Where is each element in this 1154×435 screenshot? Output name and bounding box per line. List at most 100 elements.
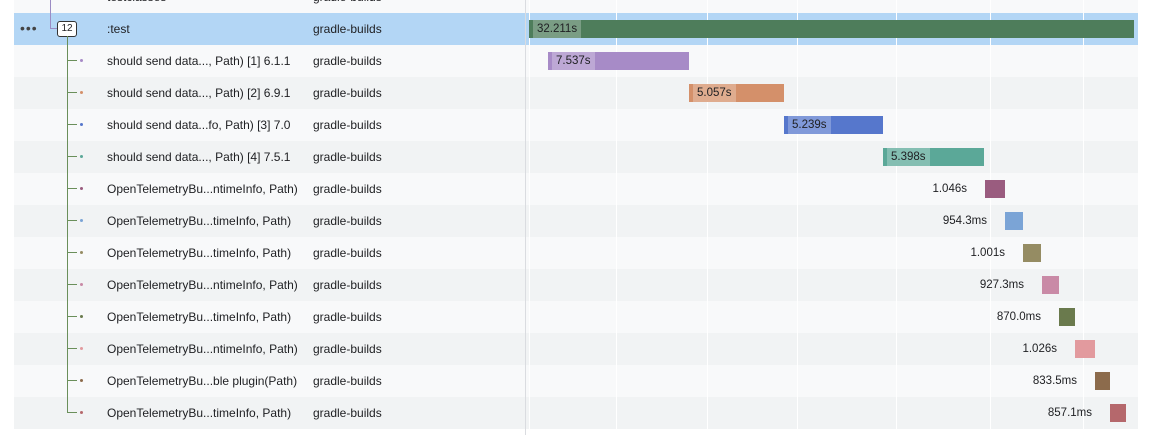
tree-connector xyxy=(67,188,77,189)
top-row[interactable]: testclasses gradle-builds xyxy=(14,0,1138,13)
tree-dot xyxy=(80,379,83,382)
service-name: gradle-builds xyxy=(313,54,382,68)
duration-label: 7.537s xyxy=(552,52,595,70)
span-bar[interactable] xyxy=(1059,308,1075,326)
duration-label: 857.1ms xyxy=(1047,407,1092,419)
tree-connector xyxy=(67,316,77,317)
span-bar[interactable] xyxy=(985,180,1005,198)
tree-connector xyxy=(67,60,77,61)
span-bar[interactable] xyxy=(1110,404,1126,422)
tree-connector xyxy=(67,252,77,253)
tree-dot xyxy=(80,219,83,222)
duration-label: 870.0ms xyxy=(996,311,1041,323)
tree-connector xyxy=(67,124,77,125)
parent-line xyxy=(50,28,57,29)
tree-dot xyxy=(80,155,83,158)
tree-dot xyxy=(80,347,83,350)
service-name: gradle-builds xyxy=(313,374,382,388)
span-row[interactable]: OpenTelemetryBu...timeInfo, Path) gradle-… xyxy=(14,205,1138,237)
tree-connector xyxy=(67,380,77,381)
tree-line xyxy=(67,36,68,413)
span-name: should send data..., Path) [2] 6.9.1 xyxy=(107,86,291,100)
tree-connector xyxy=(67,220,77,221)
span-bar[interactable] xyxy=(1075,340,1095,358)
time-grid-line xyxy=(797,0,798,435)
service-name: gradle-builds xyxy=(313,118,382,132)
span-row[interactable]: OpenTelemetryBu...ntimeInfo, Path) gradle… xyxy=(14,333,1138,365)
span-name: testclasses xyxy=(107,0,166,13)
time-grid-line xyxy=(990,0,991,435)
span-name: :test xyxy=(107,22,130,36)
service-name: gradle-builds xyxy=(313,214,382,228)
tree-dot xyxy=(80,411,83,414)
span-name: OpenTelemetryBu...ntimeInfo, Path) xyxy=(107,342,298,356)
span-row[interactable]: should send data...fo, Path) [3] 7.0 grad… xyxy=(14,109,1138,141)
span-bar[interactable] xyxy=(883,148,984,166)
tree-connector xyxy=(67,284,77,285)
time-grid-line xyxy=(896,0,897,435)
tree-dot xyxy=(80,123,83,126)
span-bar[interactable] xyxy=(529,20,1134,38)
span-name: should send data...fo, Path) [3] 7.0 xyxy=(107,118,291,132)
span-name: OpenTelemetryBu...ble plugin(Path) xyxy=(107,374,298,388)
span-name: should send data..., Path) [4] 7.5.1 xyxy=(107,150,291,164)
service-name: gradle-builds xyxy=(313,22,382,36)
tree-dot xyxy=(80,187,83,190)
service-name: gradle-builds xyxy=(313,342,382,356)
span-name: OpenTelemetryBu...timeInfo, Path) xyxy=(107,214,292,228)
duration-label: 927.3ms xyxy=(979,279,1024,291)
time-grid-line xyxy=(707,0,708,435)
tree-connector xyxy=(67,92,77,93)
span-name: should send data..., Path) [1] 6.1.1 xyxy=(107,54,291,68)
span-row[interactable]: should send data..., Path) [2] 6.9.1 grad… xyxy=(14,77,1138,109)
span-row[interactable]: OpenTelemetryBu...timeInfo, Path) gradle-… xyxy=(14,301,1138,333)
tree-connector xyxy=(67,412,77,413)
time-grid-line xyxy=(616,0,617,435)
span-bar[interactable] xyxy=(548,52,689,70)
menu-icon[interactable]: ••• xyxy=(20,20,38,36)
time-grid-line xyxy=(529,0,530,435)
child-count[interactable]: 12 xyxy=(57,21,77,37)
service-name: gradle-builds xyxy=(313,278,382,292)
timeline-divider xyxy=(525,0,526,435)
service-name: gradle-builds xyxy=(313,0,382,13)
service-name: gradle-builds xyxy=(313,406,382,420)
span-name: OpenTelemetryBu...timeInfo, Path) xyxy=(107,246,292,260)
service-name: gradle-builds xyxy=(313,246,382,260)
service-name: gradle-builds xyxy=(313,310,382,324)
duration-label: 5.057s xyxy=(693,84,736,102)
duration-label: 833.5ms xyxy=(1032,375,1077,387)
span-row[interactable]: OpenTelemetryBu...ble plugin(Path) gradle… xyxy=(14,365,1138,397)
tree-dot xyxy=(80,283,83,286)
tree-dot xyxy=(80,91,83,94)
span-row[interactable]: OpenTelemetryBu...ntimeInfo, Path) gradle… xyxy=(14,269,1138,301)
tree-connector xyxy=(67,348,77,349)
service-name: gradle-builds xyxy=(313,150,382,164)
tree-dot xyxy=(80,251,83,254)
duration-label: 954.3ms xyxy=(942,215,987,227)
duration-label: 1.046s xyxy=(932,183,967,195)
duration-label: 5.398s xyxy=(887,148,930,166)
duration-label: 1.026s xyxy=(1022,343,1057,355)
span-bar[interactable] xyxy=(784,116,883,134)
tree-connector xyxy=(67,156,77,157)
parent-line xyxy=(50,0,51,29)
tree-dot xyxy=(80,59,83,62)
duration-label: 5.239s xyxy=(788,116,831,134)
span-bar[interactable] xyxy=(1005,212,1023,230)
span-bar[interactable] xyxy=(1095,372,1110,390)
span-name: OpenTelemetryBu...timeInfo, Path) xyxy=(107,406,292,420)
span-name: OpenTelemetryBu...timeInfo, Path) xyxy=(107,310,292,324)
tree-dot xyxy=(80,315,83,318)
span-row[interactable]: OpenTelemetryBu...timeInfo, Path) gradle-… xyxy=(14,237,1138,269)
time-grid-line xyxy=(1083,0,1084,435)
span-bar[interactable] xyxy=(1023,244,1041,262)
span-name: OpenTelemetryBu...ntimeInfo, Path) xyxy=(107,278,298,292)
span-row[interactable]: OpenTelemetryBu...timeInfo, Path) gradle-… xyxy=(14,397,1138,429)
service-name: gradle-builds xyxy=(313,86,382,100)
span-row[interactable]: OpenTelemetryBu...ntimeInfo, Path) gradle… xyxy=(14,173,1138,205)
span-bar[interactable] xyxy=(689,84,784,102)
span-bar[interactable] xyxy=(1042,276,1059,294)
span-name: OpenTelemetryBu...ntimeInfo, Path) xyxy=(107,182,298,196)
